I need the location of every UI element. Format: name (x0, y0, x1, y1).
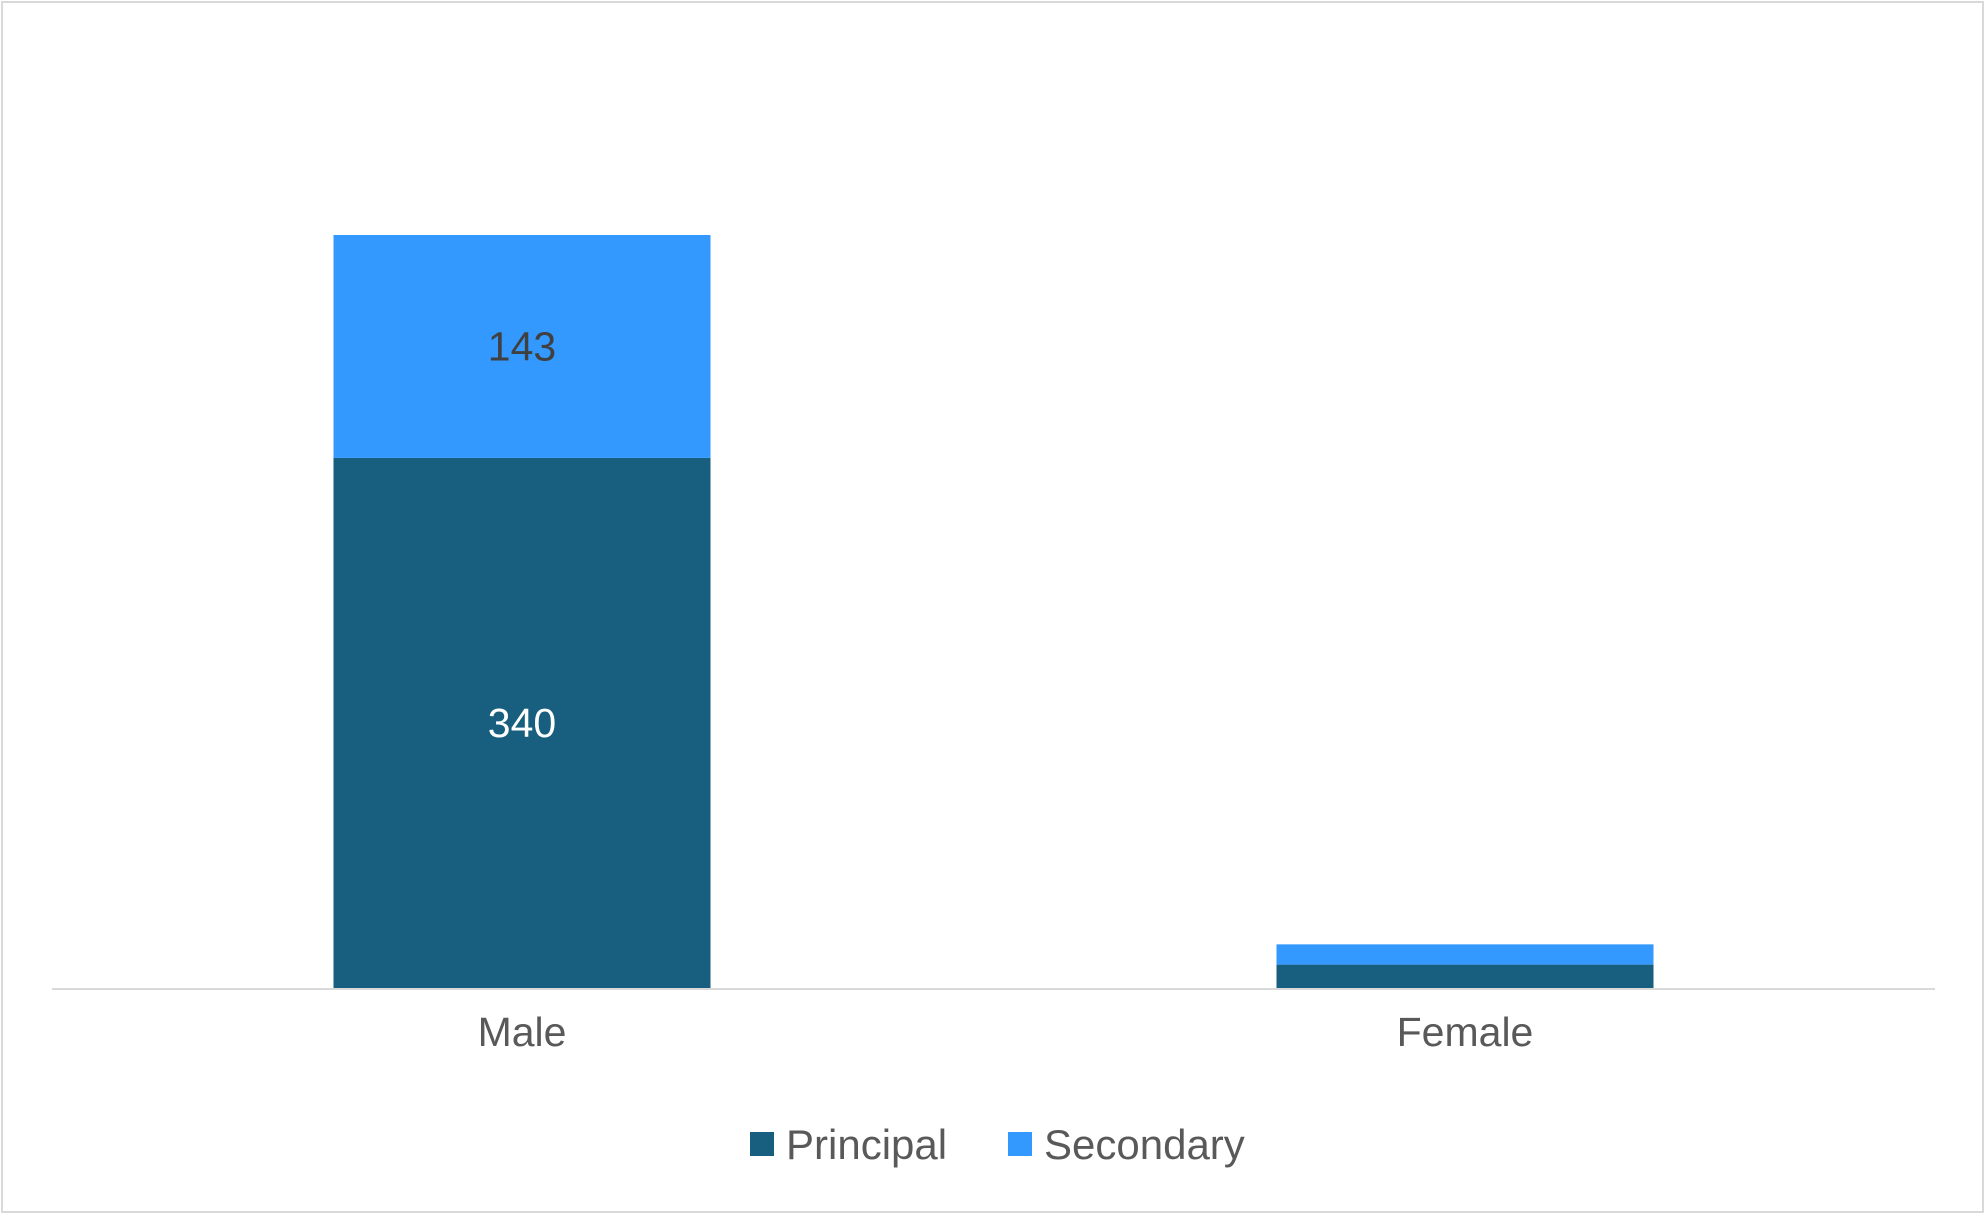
legend-label-principal: Principal (786, 1121, 947, 1168)
legend-swatch-secondary (1008, 1132, 1032, 1156)
legend-swatch-principal (750, 1132, 774, 1156)
data-label-principal-male: 340 (488, 700, 556, 746)
category-label-male: Male (478, 1009, 567, 1055)
bars-group: 340 143 (333, 235, 1654, 989)
bar-principal-female (1276, 964, 1654, 988)
data-label-secondary-male: 143 (488, 323, 556, 369)
bar-principal-male (333, 457, 711, 989)
legend-label-secondary: Secondary (1044, 1121, 1245, 1168)
legend: Principal Secondary (750, 1121, 1245, 1168)
bar-secondary-female (1276, 944, 1654, 965)
category-label-female: Female (1397, 1009, 1534, 1055)
bar-secondary-male (333, 235, 711, 458)
category-labels-group: Male Female (478, 1009, 1534, 1055)
